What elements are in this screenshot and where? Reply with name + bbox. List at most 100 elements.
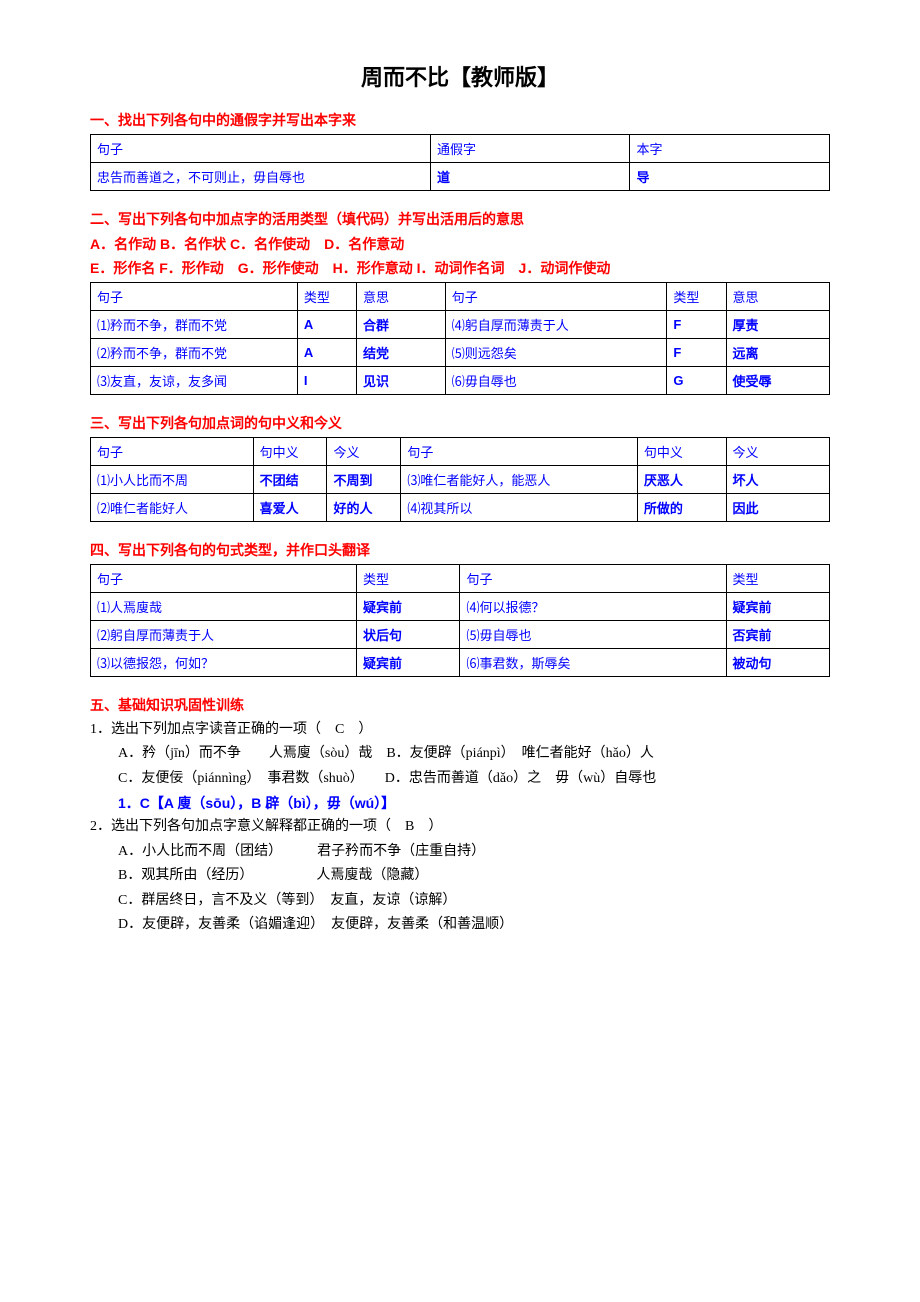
cell: 远离 (726, 338, 829, 366)
cell: ⑸则远怨矣 (445, 338, 667, 366)
cell: ⑵躬自厚而薄责于人 (91, 620, 357, 648)
col-header: 句子 (91, 437, 254, 465)
col-header: 句子 (91, 564, 357, 592)
sec2-table: 句子 类型 意思 句子 类型 意思 ⑴矜而不争，群而不党 A 合群 ⑷躬自厚而薄… (90, 282, 830, 395)
cell: ⑵唯仁者能好人 (91, 493, 254, 521)
col-header: 句子 (445, 282, 667, 310)
table-row: ⑵唯仁者能好人 喜爱人 好的人 ⑷视其所以 所做的 因此 (91, 493, 830, 521)
cell: ⑷何以报德？ (460, 592, 726, 620)
sec2-line3: E．形作名 F．形作动 G．形作使动 H．形作意动 I．动词作名词 J．动词作使… (90, 257, 830, 279)
col-header: 意思 (726, 282, 829, 310)
cell: 否宾前 (726, 620, 829, 648)
col-header: 今义 (327, 437, 401, 465)
cell: ⑸毋自辱也 (460, 620, 726, 648)
q2-c: C．群居终日，言不及义（等到） 友直，友谅（谅解） (90, 890, 830, 912)
cell: 坏人 (726, 465, 830, 493)
cell: ⑵矜而不争，群而不党 (91, 338, 298, 366)
col-header: 句子 (460, 564, 726, 592)
q1-options-row: C．友便佞（piánnìng） 事君数（shuò） D．忠告而善道（dǎo）之 … (90, 768, 830, 790)
col-header: 句子 (91, 135, 431, 163)
cell: ⑴矜而不争，群而不党 (91, 310, 298, 338)
col-header: 句中义 (253, 437, 327, 465)
cell: ⑷躬自厚而薄责于人 (445, 310, 667, 338)
cell: 忠告而善道之，不可则止，毋自辱也 (91, 163, 431, 191)
col-header: 句子 (401, 437, 637, 465)
cell: 使受辱 (726, 366, 829, 394)
q2-d: D．友便辟，友善柔（谄媚逢迎） 友便辟，友善柔（和善温顺） (90, 914, 830, 936)
table-row: ⑴人焉廋哉 疑宾前 ⑷何以报德？ 疑宾前 (91, 592, 830, 620)
cell: ⑷视其所以 (401, 493, 637, 521)
table-row: 句子 通假字 本字 (91, 135, 830, 163)
cell: 因此 (726, 493, 830, 521)
col-header: 句子 (91, 282, 298, 310)
sec4-table: 句子 类型 句子 类型 ⑴人焉廋哉 疑宾前 ⑷何以报德？ 疑宾前 ⑵躬自厚而薄责… (90, 564, 830, 677)
cell: 不团结 (253, 465, 327, 493)
col-header: 类型 (726, 564, 829, 592)
cell: ⑹毋自辱也 (445, 366, 667, 394)
col-header: 类型 (297, 282, 356, 310)
cell: ⑴人焉廋哉 (91, 592, 357, 620)
sec3-table: 句子 句中义 今义 句子 句中义 今义 ⑴小人比而不周 不团结 不周到 ⑶唯仁者… (90, 437, 830, 522)
col-header: 通假字 (430, 135, 630, 163)
cell: 不周到 (327, 465, 401, 493)
sec1-head: 一、找出下列各句中的通假字并写出本字来 (90, 110, 830, 130)
cell: 疑宾前 (726, 592, 829, 620)
cell: 所做的 (637, 493, 726, 521)
cell: ⑴小人比而不周 (91, 465, 254, 493)
q1-b: B．友便辟（piánpì） 唯仁者能好（hǎo）人 (386, 746, 654, 761)
sec3-head: 三、写出下列各句加点词的句中义和今义 (90, 413, 830, 433)
cell: 结党 (357, 338, 446, 366)
table-row: ⑴小人比而不周 不团结 不周到 ⑶唯仁者能好人，能恶人 厌恶人 坏人 (91, 465, 830, 493)
page-title: 周而不比【教师版】 (90, 60, 830, 92)
cell: F (667, 338, 726, 366)
cell: 合群 (357, 310, 446, 338)
cell: 见识 (357, 366, 446, 394)
cell: 疑宾前 (357, 592, 460, 620)
cell: A (297, 310, 356, 338)
cell: ⑶以德报怨，何如？ (91, 648, 357, 676)
sec5-head: 五、基础知识巩固性训练 (90, 695, 830, 715)
sec1-table: 句子 通假字 本字 忠告而善道之，不可则止，毋自辱也 道 导 (90, 134, 830, 191)
table-row: ⑵躬自厚而薄责于人 状后句 ⑸毋自辱也 否宾前 (91, 620, 830, 648)
q2-a: A．小人比而不周（团结） 君子矜而不争（庄重自持） (90, 841, 830, 863)
cell: F (667, 310, 726, 338)
col-header: 本字 (630, 135, 830, 163)
table-row: ⑶以德报怨，何如？ 疑宾前 ⑹事君数，斯辱矣 被动句 (91, 648, 830, 676)
q1-a: A．矜（jīn）而不争 人焉廋（sòu）哉 (118, 746, 372, 761)
cell: 被动句 (726, 648, 829, 676)
cell: I (297, 366, 356, 394)
cell: A (297, 338, 356, 366)
cell: 好的人 (327, 493, 401, 521)
q2-b: B．观其所由（经历） 人焉廋哉（隐藏） (90, 865, 830, 887)
table-row: 句子 句中义 今义 句子 句中义 今义 (91, 437, 830, 465)
q1-answer: 1．C【A 廋（sōu），B 辟（bì），毋（wú）】 (90, 792, 830, 814)
sec2-line2: A．名作动 B．名作状 C．名作使动 D．名作意动 (90, 233, 830, 255)
col-header: 句中义 (637, 437, 726, 465)
col-header: 意思 (357, 282, 446, 310)
table-row: ⑴矜而不争，群而不党 A 合群 ⑷躬自厚而薄责于人 F 厚责 (91, 310, 830, 338)
cell: 导 (630, 163, 830, 191)
cell: ⑶唯仁者能好人，能恶人 (401, 465, 637, 493)
col-header: 类型 (357, 564, 460, 592)
sec2-head: 二、写出下列各句中加点字的活用类型（填代码）并写出活用后的意思 (90, 209, 830, 229)
cell: 厌恶人 (637, 465, 726, 493)
cell: 厚责 (726, 310, 829, 338)
cell: 状后句 (357, 620, 460, 648)
table-row: ⑶友直，友谅，友多闻 I 见识 ⑹毋自辱也 G 使受辱 (91, 366, 830, 394)
table-row: ⑵矜而不争，群而不党 A 结党 ⑸则远怨矣 F 远离 (91, 338, 830, 366)
q2-stem: 2．选出下列各句加点字意义解释都正确的一项（ B ） (90, 816, 830, 838)
cell: ⑹事君数，斯辱矣 (460, 648, 726, 676)
cell: 疑宾前 (357, 648, 460, 676)
q1-options-row: A．矜（jīn）而不争 人焉廋（sòu）哉 B．友便辟（piánpì） 唯仁者能… (90, 743, 830, 765)
table-row: 句子 类型 意思 句子 类型 意思 (91, 282, 830, 310)
cell: ⑶友直，友谅，友多闻 (91, 366, 298, 394)
sec4-head: 四、写出下列各句的句式类型，并作口头翻译 (90, 540, 830, 560)
cell: 喜爱人 (253, 493, 327, 521)
q1-stem: 1．选出下列加点字读音正确的一项（ C ） (90, 719, 830, 741)
q1-c: C．友便佞（piánnìng） 事君数（shuò） (118, 771, 364, 786)
table-row: 句子 类型 句子 类型 (91, 564, 830, 592)
col-header: 类型 (667, 282, 726, 310)
table-row: 忠告而善道之，不可则止，毋自辱也 道 导 (91, 163, 830, 191)
col-header: 今义 (726, 437, 830, 465)
cell: 道 (430, 163, 630, 191)
